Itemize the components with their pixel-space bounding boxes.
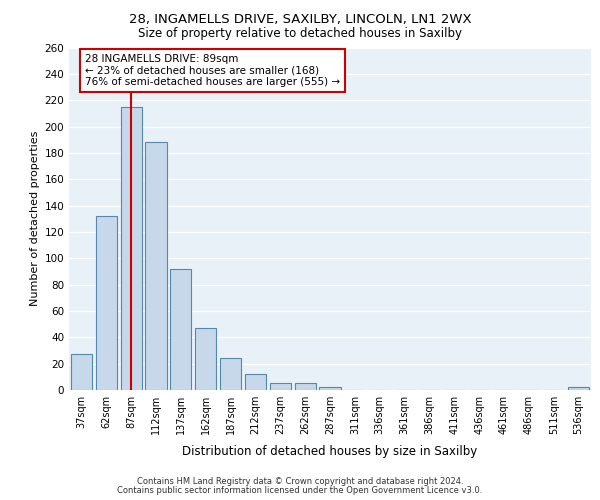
Text: Contains HM Land Registry data © Crown copyright and database right 2024.: Contains HM Land Registry data © Crown c… bbox=[137, 477, 463, 486]
Y-axis label: Number of detached properties: Number of detached properties bbox=[30, 131, 40, 306]
Bar bbox=[195, 328, 216, 390]
Bar bbox=[71, 354, 92, 390]
Bar bbox=[295, 384, 316, 390]
Bar bbox=[145, 142, 167, 390]
Bar bbox=[170, 269, 191, 390]
X-axis label: Distribution of detached houses by size in Saxilby: Distribution of detached houses by size … bbox=[182, 446, 478, 458]
Bar bbox=[319, 388, 341, 390]
Bar bbox=[568, 388, 589, 390]
Bar bbox=[245, 374, 266, 390]
Bar bbox=[121, 107, 142, 390]
Bar bbox=[220, 358, 241, 390]
Text: 28, INGAMELLS DRIVE, SAXILBY, LINCOLN, LN1 2WX: 28, INGAMELLS DRIVE, SAXILBY, LINCOLN, L… bbox=[128, 12, 472, 26]
Bar bbox=[96, 216, 117, 390]
Text: Size of property relative to detached houses in Saxilby: Size of property relative to detached ho… bbox=[138, 28, 462, 40]
Text: 28 INGAMELLS DRIVE: 89sqm
← 23% of detached houses are smaller (168)
76% of semi: 28 INGAMELLS DRIVE: 89sqm ← 23% of detac… bbox=[85, 54, 340, 88]
Bar bbox=[270, 384, 291, 390]
Text: Contains public sector information licensed under the Open Government Licence v3: Contains public sector information licen… bbox=[118, 486, 482, 495]
